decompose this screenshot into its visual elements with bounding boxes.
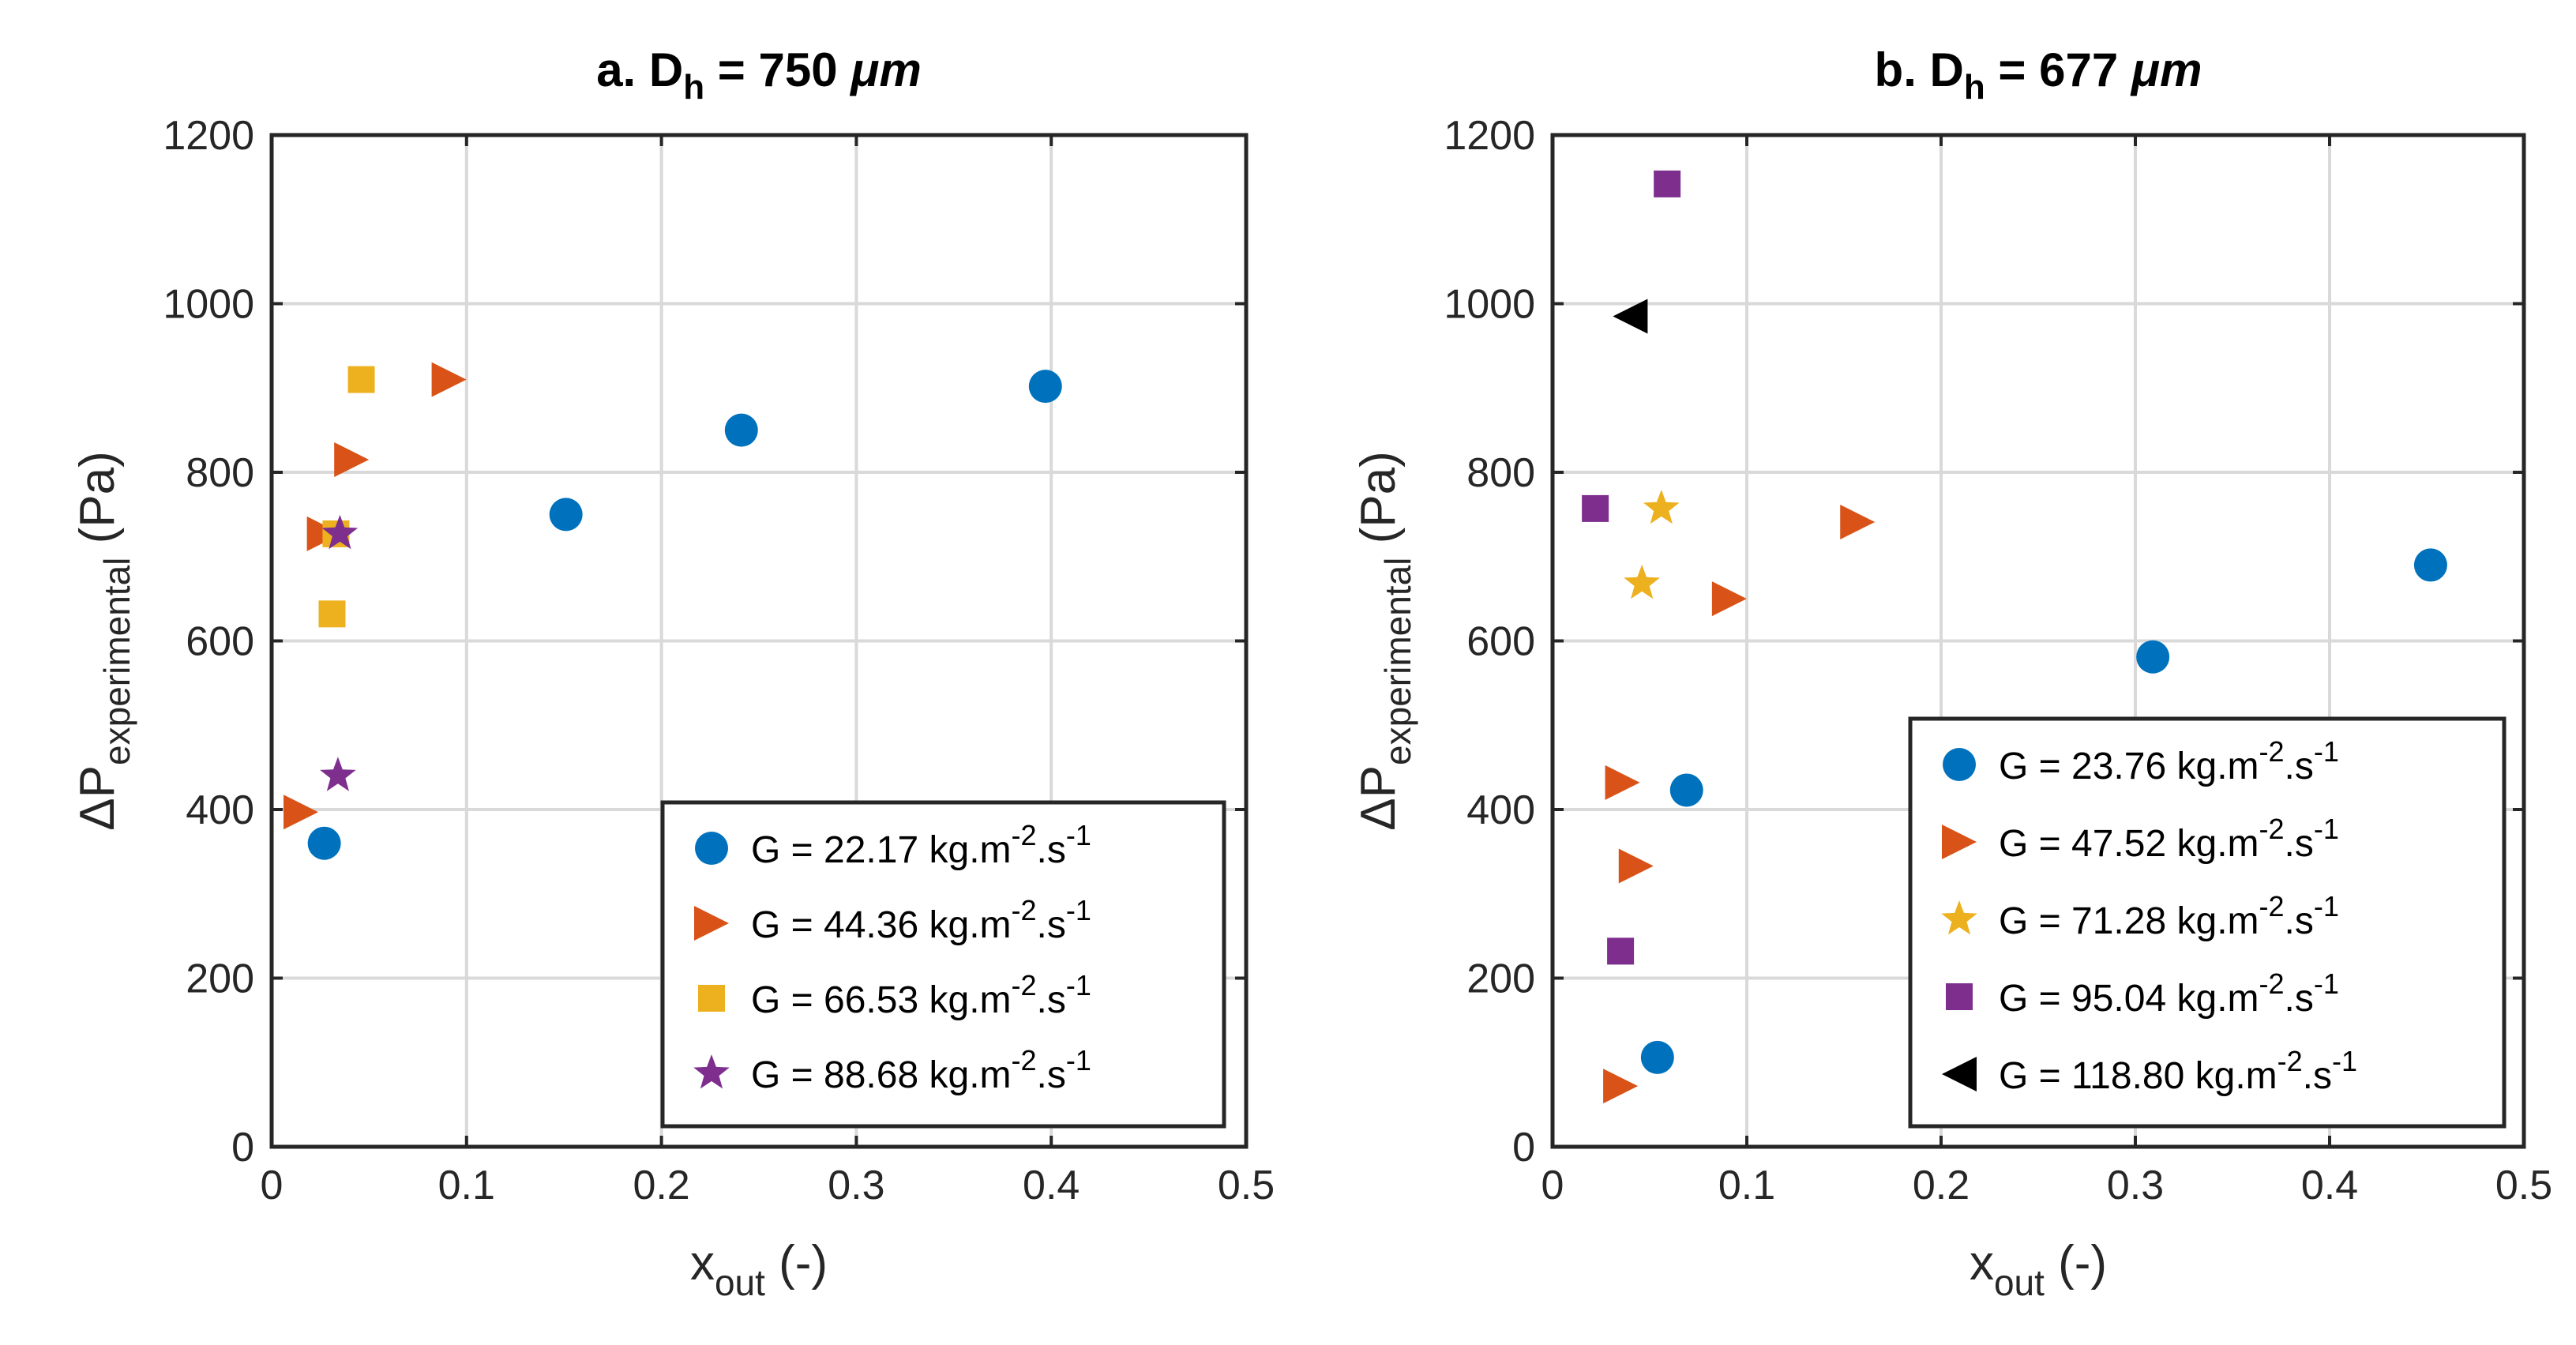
x-axis-label: xout (-) — [690, 1236, 828, 1303]
axes-frame — [269, 133, 1249, 1149]
data-point — [1582, 494, 1609, 522]
x-tick-label: 0.3 — [828, 1163, 884, 1208]
y-axis-label: ΔPexperimental (Pa) — [70, 451, 137, 831]
x-tick-label: 0.5 — [2495, 1163, 2552, 1208]
x-tick-label: 0 — [261, 1163, 284, 1208]
data-point — [334, 441, 370, 477]
data-point — [1618, 848, 1654, 884]
series-1 — [307, 370, 1062, 860]
data-point — [1605, 765, 1640, 800]
legend-box — [1908, 716, 2507, 1129]
data-point — [1603, 1069, 1639, 1104]
x-tick-label: 0.4 — [2301, 1163, 2358, 1208]
data-point — [2136, 640, 2170, 674]
legend-label: G = 66.53 kg.m-2.s-1 — [751, 969, 1091, 1021]
data-point — [1640, 1040, 1674, 1074]
legend: G = 23.76 kg.m-2.s-1 G = 47.52 kg.m-2.s-1… — [1908, 716, 2507, 1129]
data-point — [549, 498, 583, 532]
data-point — [1613, 299, 1648, 334]
data-point — [1028, 370, 1062, 404]
y-tick-label: 0 — [231, 1125, 254, 1170]
legend-label: G = 118.80 kg.m-2.s-1 — [1999, 1045, 2357, 1097]
y-tick-label: 1200 — [163, 113, 254, 159]
legend-marker — [698, 985, 725, 1012]
legend-label: G = 23.76 kg.m-2.s-1 — [1999, 735, 2339, 787]
legend-marker — [1946, 983, 1973, 1010]
chart-title: a. Dh = 750 μm — [596, 43, 922, 107]
y-tick-label: 0 — [1512, 1125, 1535, 1170]
x-tick-label: 0.4 — [1023, 1163, 1080, 1208]
legend-label: G = 71.28 kg.m-2.s-1 — [1999, 890, 2339, 942]
y-tick-label: 400 — [186, 787, 254, 833]
legend-label: G = 22.17 kg.m-2.s-1 — [751, 819, 1091, 871]
legend-marker — [695, 832, 728, 865]
series-1 — [1640, 548, 2447, 1074]
y-axis-label: ΔPexperimental (Pa) — [1351, 451, 1418, 831]
y-tick-label: 600 — [1466, 619, 1535, 665]
legend-box — [660, 800, 1226, 1129]
y-tick-label: 800 — [186, 450, 254, 496]
legend-marker — [1942, 825, 1977, 859]
series-2 — [1603, 504, 1876, 1104]
y-tick-label: 200 — [186, 956, 254, 1002]
x-tick-label: 0.1 — [438, 1163, 495, 1208]
data-point — [320, 757, 356, 791]
legend-label: G = 95.04 kg.m-2.s-1 — [1999, 967, 2339, 1020]
data-point — [431, 362, 467, 397]
legend-marker — [693, 1054, 730, 1089]
series-4 — [320, 514, 359, 791]
x-tick-label: 0.1 — [1718, 1163, 1775, 1208]
panel-a: 0 0.1 0.2 0.3 0.4 0.5 0 200 400 600 800 1000 1200 a. … — [70, 43, 1275, 1303]
x-axis-label: xout (-) — [1970, 1236, 2107, 1303]
legend-marker — [694, 906, 729, 941]
data-point — [318, 600, 346, 628]
data-point — [1711, 581, 1747, 617]
legend: G = 22.17 kg.m-2.s-1 G = 44.36 kg.m-2.s-1… — [660, 800, 1226, 1129]
data-point — [1840, 504, 1876, 539]
series-3 — [1624, 489, 1680, 599]
data-point — [1624, 564, 1660, 599]
legend-marker — [1942, 1057, 1977, 1091]
x-tick-label: 0.5 — [1218, 1163, 1275, 1208]
legend-label: G = 44.36 kg.m-2.s-1 — [751, 894, 1091, 946]
legend-label: G = 47.52 kg.m-2.s-1 — [1999, 813, 2339, 865]
data-point — [284, 795, 319, 830]
y-tick-label: 1000 — [163, 282, 254, 328]
legend-marker — [1941, 900, 1977, 935]
x-tick-label: 0.2 — [633, 1163, 689, 1208]
data-point — [2413, 548, 2447, 582]
x-tick-label: 0 — [1541, 1163, 1564, 1208]
data-point — [724, 413, 758, 447]
y-tick-label: 200 — [1466, 956, 1535, 1002]
chart-title: b. Dh = 677 μm — [1875, 43, 2202, 107]
data-point — [321, 514, 359, 550]
y-tick-label: 1200 — [1444, 113, 1535, 159]
axes-frame — [1550, 133, 2526, 1149]
panel-b: 0 0.1 0.2 0.3 0.4 0.5 0 200 400 600 800 1000 1200 b. … — [1351, 43, 2552, 1303]
legend-marker — [1943, 748, 1976, 781]
y-tick-label: 600 — [186, 619, 254, 665]
x-tick-label: 0.2 — [1913, 1163, 1970, 1208]
data-point — [347, 366, 375, 393]
data-point — [1607, 937, 1635, 965]
data-point — [1654, 170, 1681, 197]
legend-label: G = 88.68 kg.m-2.s-1 — [751, 1044, 1091, 1096]
series-5 — [1613, 299, 1648, 334]
data-point — [307, 826, 341, 860]
y-tick-label: 400 — [1466, 787, 1535, 833]
y-tick-label: 800 — [1466, 450, 1535, 496]
series-4 — [1582, 170, 1681, 965]
x-tick-label: 0.3 — [2107, 1163, 2164, 1208]
y-tick-label: 1000 — [1444, 282, 1535, 328]
data-point — [1669, 773, 1703, 807]
data-point — [1643, 489, 1680, 524]
